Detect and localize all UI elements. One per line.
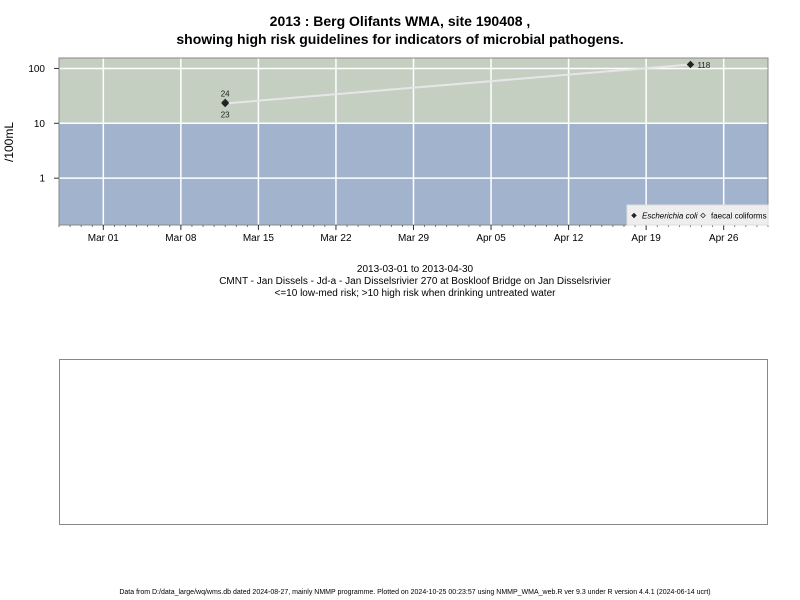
chart-subtitle: showing high risk guidelines for indicat… (176, 31, 624, 47)
date-range-caption: 2013-03-01 to 2013-04-30 (356, 264, 474, 275)
y-tick-label: 100 (28, 64, 45, 75)
x-tick-label: Apr 12 (554, 233, 584, 244)
ecoli-data-label: 23 (221, 110, 230, 119)
x-tick-label: Mar 15 (243, 233, 275, 244)
footer-note: Data from D:/data_large/wq/wms.db dated … (119, 589, 711, 596)
legend-label-ecoli: Escherichia coli (642, 212, 698, 221)
legend-marker-ecoli (631, 212, 637, 219)
legend-marker-faecal-coliforms (700, 212, 706, 219)
ecoli-data-label: 118 (697, 61, 710, 70)
x-axis: Mar 01 Mar 08 Mar 15 Mar 22 Mar 29 Apr 05 Apr … (88, 225, 739, 244)
x-tick-label: Mar 01 (88, 233, 120, 244)
x-tick-label: Apr 19 (631, 233, 661, 244)
chart: Mar 01 Mar 08 Mar 15 Mar 22 Mar 29 Apr 05 Apr … (2, 57, 769, 244)
x-tick-label: Mar 22 (320, 233, 352, 244)
y-tick-label: 10 (34, 119, 46, 130)
risk-caption: <=10 low-med risk; >10 high risk when dr… (274, 288, 556, 299)
vertical-gridlines (102, 58, 725, 225)
faecal-coliforms-data-label: 24 (221, 89, 230, 98)
ecoli-point (686, 60, 695, 69)
ecoli-point (221, 99, 229, 108)
legend: Escherichia coli faecal coliforms (626, 204, 769, 226)
y-axis-label: /100mL (2, 122, 16, 162)
faecal-coliforms-point (221, 98, 230, 107)
x-tick-label: Mar 08 (165, 233, 197, 244)
y-tick-label: 1 (39, 174, 45, 185)
x-tick-label: Mar 29 (398, 233, 430, 244)
y-axis: 1 10 100 (28, 64, 59, 185)
legend-box (626, 204, 769, 226)
ecoli-connector-line (225, 63, 691, 105)
series-layer: 23 118 24 (221, 60, 711, 119)
chart-title: 2013 : Berg Olifants WMA, site 190408 , (269, 13, 531, 29)
x-tick-label: Apr 26 (709, 233, 739, 244)
site-caption: CMNT - Jan Dissels - Jd-a - Jan Disselsr… (219, 276, 611, 287)
x-tick-label: Apr 05 (476, 233, 506, 244)
legend-label-faecal-coliforms: faecal coliforms (711, 212, 767, 221)
empty-plot-panel (59, 359, 768, 525)
